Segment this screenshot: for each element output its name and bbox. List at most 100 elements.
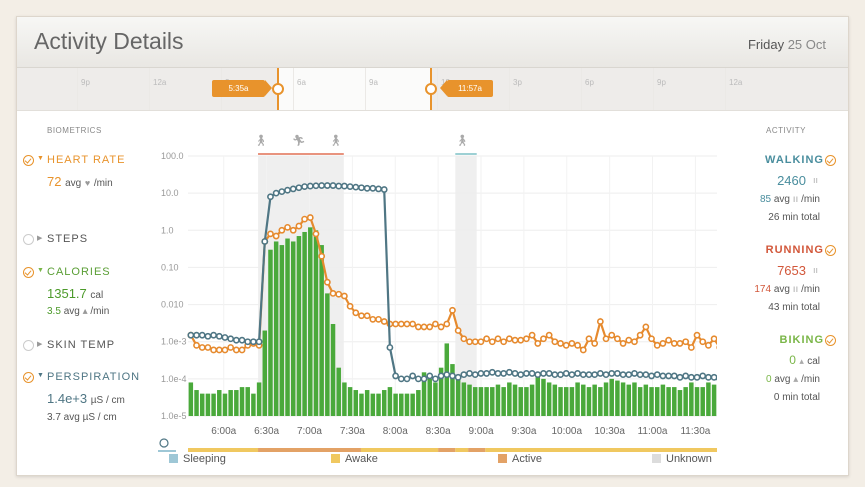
perspiration-expand-icon[interactable]: ▼ <box>37 372 44 379</box>
running-avg: 174 avg ıı /min <box>754 284 820 295</box>
heart-rate-point <box>676 340 684 347</box>
biking-checkbox[interactable] <box>825 335 836 346</box>
steps-bar <box>472 387 478 416</box>
timeline-hour-label: 6a <box>297 78 306 87</box>
perspiration-point <box>284 186 291 194</box>
calories-checkbox[interactable] <box>23 267 34 278</box>
time-range-timeline[interactable]: 9p12a3a6a9a12p3p6p9p12a 5:35a 11:57a <box>17 68 848 111</box>
walking-person-icon: 🚶︎ <box>329 134 343 147</box>
timeline-hour-tick <box>293 68 294 110</box>
heart-rate-point <box>409 320 417 328</box>
range-end-knob[interactable] <box>425 83 437 95</box>
biking-value: 0 ▴ cal <box>789 353 820 367</box>
heart-rate-point <box>414 323 422 331</box>
walking-avg-unit: /min <box>801 194 820 205</box>
perspiration-point <box>454 373 462 381</box>
steps-bar <box>700 387 705 416</box>
perspiration-point <box>227 335 235 343</box>
steps-bar <box>609 378 614 416</box>
steps-bar <box>268 249 273 416</box>
skin-temp-checkbox[interactable] <box>23 340 34 351</box>
heart-rate-point <box>426 323 434 331</box>
heart-rate-point <box>232 346 240 354</box>
heart-rate-point <box>477 338 485 346</box>
steps-bar <box>467 384 472 416</box>
walking-avg-label: avg <box>773 194 790 205</box>
steps-bar <box>290 241 296 416</box>
steps-bar <box>330 323 336 416</box>
steps-label: STEPS <box>47 233 89 245</box>
perspiration-point <box>574 370 581 377</box>
timeline-hour-tick <box>509 68 510 110</box>
legend-swatch <box>169 454 178 463</box>
walking-total: 26 min total <box>768 212 820 223</box>
running-checkbox[interactable] <box>825 245 836 256</box>
calories-unit: cal <box>90 290 104 301</box>
perspiration-checkbox[interactable] <box>23 372 34 383</box>
running-avg-label: avg <box>773 284 790 295</box>
heart-rate-checkbox[interactable] <box>23 155 34 166</box>
steps-bar <box>399 393 404 416</box>
heart-rate-unit: /min <box>93 178 113 189</box>
calories-number: 1351.7 <box>47 286 87 301</box>
x-tick-label: 6:30a <box>254 426 279 437</box>
heart-rate-point <box>403 320 411 328</box>
steps-expand-icon[interactable]: ▶ <box>37 235 43 242</box>
footsteps-icon: ıı <box>812 175 818 185</box>
heart-rate-point <box>505 335 513 343</box>
steps-bar <box>319 245 324 416</box>
heart-rate-point <box>278 226 286 234</box>
range-end-marker[interactable]: 11:57a <box>440 80 493 97</box>
perspiration-point <box>562 370 570 377</box>
range-start-knob[interactable] <box>272 83 284 95</box>
perspiration-point <box>346 183 354 191</box>
heart-rate-point <box>210 346 217 354</box>
walking-checkbox[interactable] <box>825 155 836 166</box>
perspiration-point <box>568 371 576 379</box>
biking-avg-label: avg <box>774 374 791 385</box>
heart-rate-point <box>562 341 570 349</box>
steps-bar <box>581 384 586 416</box>
heart-rate-point <box>614 335 621 343</box>
steps-bar <box>637 387 643 416</box>
y-tick-label: 1.0e-5 <box>161 411 187 421</box>
heart-rate-expand-icon[interactable]: ▼ <box>37 155 44 162</box>
heart-rate-point <box>329 289 337 297</box>
timeline-hour-tick <box>653 68 654 110</box>
perspiration-point <box>585 371 593 379</box>
steps-bar <box>507 382 512 416</box>
calories-expand-icon[interactable]: ▼ <box>37 267 44 274</box>
steps-bar <box>529 384 535 416</box>
steps-bar <box>353 390 359 416</box>
steps-checkbox[interactable] <box>23 234 34 245</box>
x-tick-label: 9:00a <box>468 426 493 437</box>
perspiration-point <box>221 334 229 341</box>
perspiration-point <box>369 184 377 192</box>
calories-value: 1351.7 cal <box>47 286 103 301</box>
biking-number: 0 <box>789 353 796 367</box>
steps-bar <box>546 382 552 416</box>
heart-rate-point <box>528 331 536 339</box>
heart-rate-avg-label: avg <box>65 178 82 189</box>
steps-bar <box>245 387 250 416</box>
steps-bar <box>598 387 603 416</box>
timeline-unselected-right <box>431 68 848 110</box>
steps-bar <box>427 378 432 416</box>
skin-temp-expand-icon[interactable]: ▶ <box>37 341 43 348</box>
heart-rate-point <box>636 331 644 339</box>
perspiration-point <box>187 331 195 339</box>
x-tick-label: 10:30a <box>594 426 625 437</box>
perspiration-point <box>255 338 263 346</box>
activity-chart[interactable]: 100.0 10.0 1.0 0.10 0.010 1.0e-3 1.0e-4 1.0e-5 6… <box>117 112 717 452</box>
heart-rate-point <box>602 335 610 343</box>
range-start-marker[interactable]: 5:35a <box>212 80 272 97</box>
calories-avg-label: avg <box>63 306 80 317</box>
perspiration-point <box>602 371 610 379</box>
activity-details-card: Activity Details Friday 25 Oct 9p12a3a6a… <box>16 16 849 476</box>
heart-rate-point <box>312 230 320 238</box>
steps-bar <box>222 393 228 416</box>
heart-rate-point <box>272 232 280 240</box>
date-label: Friday 25 Oct <box>748 37 826 52</box>
perspiration-point <box>557 371 564 379</box>
steps-bar <box>308 227 313 416</box>
